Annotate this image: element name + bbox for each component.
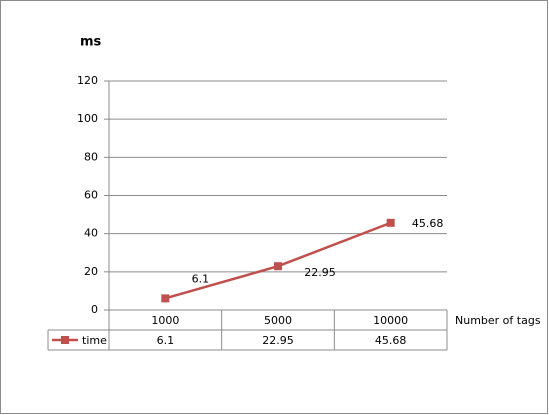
y-tick-label: 60	[84, 189, 98, 202]
table-value: 6.1	[157, 334, 175, 347]
data-label: 45.68	[412, 217, 444, 230]
y-tick-label: 120	[77, 74, 98, 87]
table-value: 45.68	[375, 334, 407, 347]
data-label: 6.1	[192, 272, 210, 285]
x-tick-label: 10000	[373, 314, 408, 327]
y-axis-label: ms	[80, 35, 102, 50]
marker	[274, 262, 282, 271]
y-tick-label: 80	[84, 150, 98, 163]
y-tick-label: 100	[77, 112, 98, 125]
legend-label: time	[82, 334, 107, 347]
marker	[161, 294, 170, 303]
data-label: 22.95	[304, 266, 336, 279]
y-tick-label: 40	[84, 227, 98, 240]
x-tick-label: 5000	[264, 314, 292, 327]
x-tick-label: 1000	[151, 314, 179, 327]
table-value: 22.95	[262, 334, 294, 347]
marker	[386, 218, 395, 227]
y-tick-label: 20	[84, 265, 98, 278]
legend-marker	[61, 336, 69, 344]
y-tick-label: 0	[91, 303, 98, 316]
x-axis-label: Number of tags	[455, 314, 541, 327]
